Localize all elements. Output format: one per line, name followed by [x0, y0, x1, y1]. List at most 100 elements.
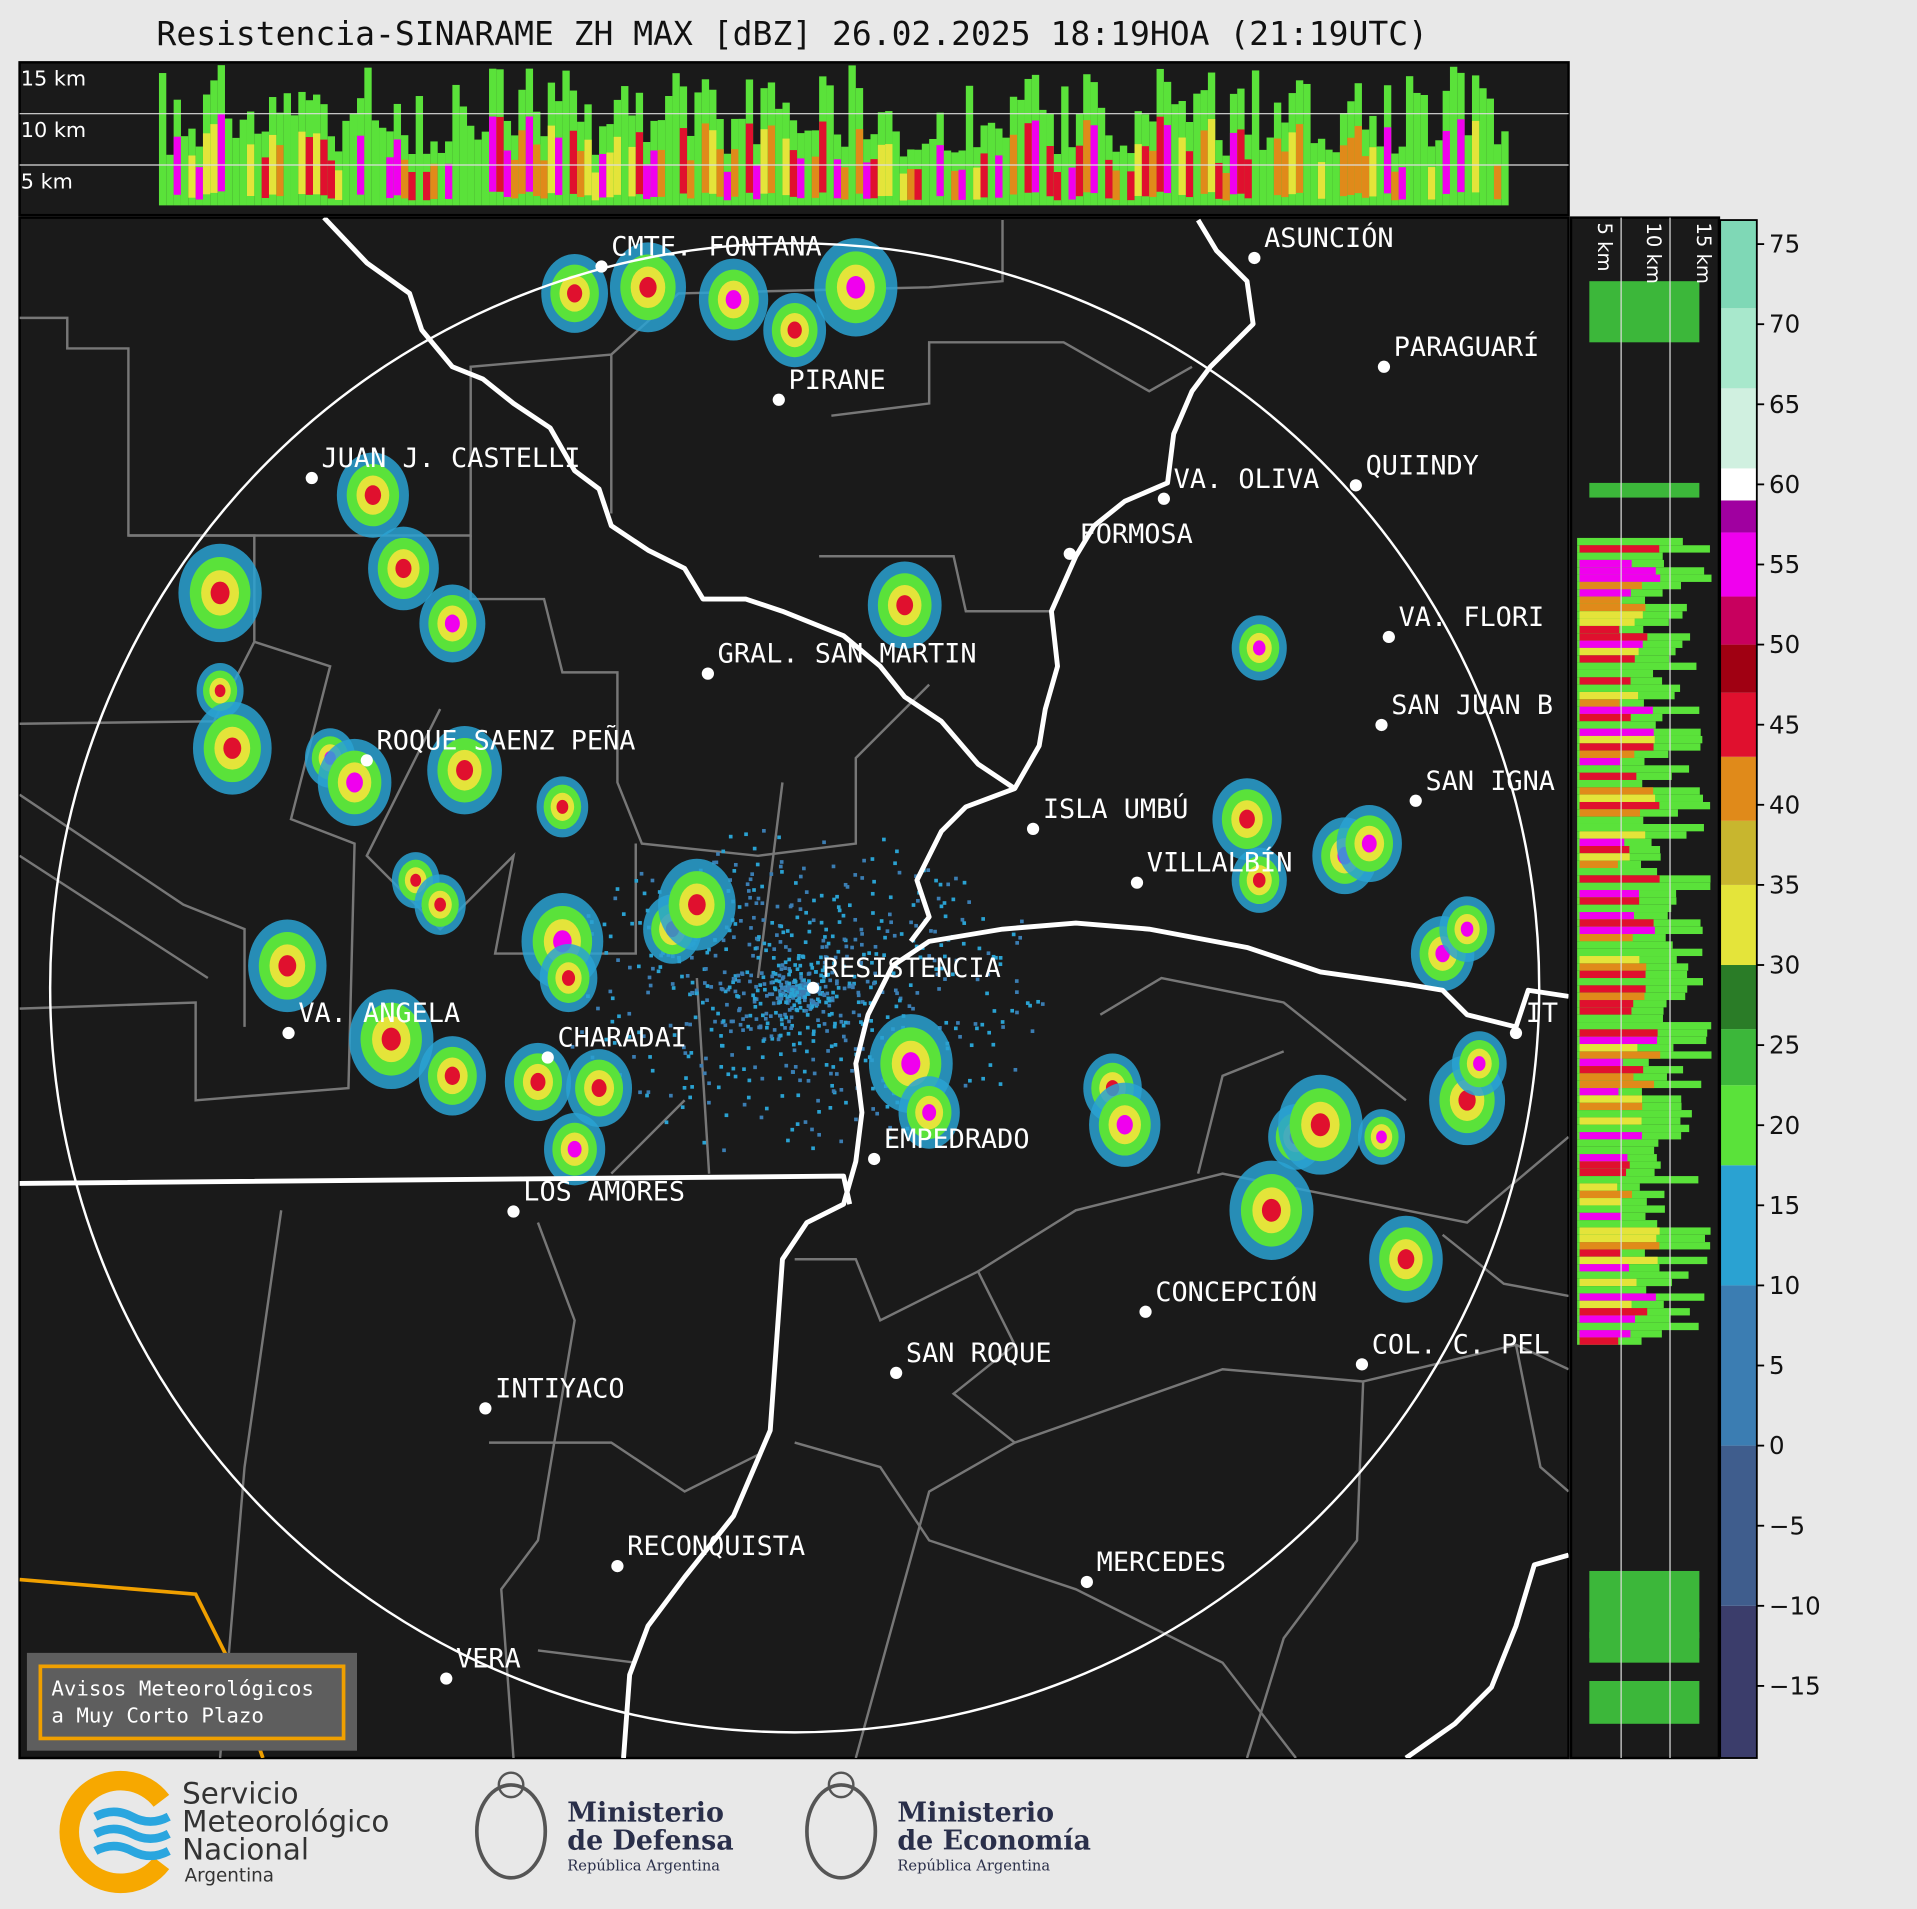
- echo-column: [709, 130, 717, 194]
- clutter: [797, 1000, 802, 1005]
- clutter: [822, 840, 826, 845]
- echo-column: [342, 120, 350, 206]
- clutter: [830, 1011, 834, 1016]
- echo: [223, 737, 242, 759]
- clutter: [784, 1063, 789, 1068]
- clutter: [716, 1085, 721, 1090]
- echo-column: [1075, 145, 1084, 197]
- clutter: [889, 920, 893, 925]
- clutter: [969, 1043, 974, 1048]
- echo-column: [239, 119, 247, 206]
- clutter: [775, 933, 779, 937]
- echo-row: [1579, 772, 1637, 780]
- echo-row: [1579, 934, 1633, 942]
- echo-column: [1383, 127, 1392, 194]
- clutter: [749, 973, 753, 978]
- clutter: [832, 1024, 837, 1029]
- level-label: 5 km: [21, 169, 73, 193]
- clutter: [954, 876, 958, 881]
- echo: [688, 894, 706, 916]
- echo-column: [1119, 145, 1128, 206]
- echo-row: [1579, 1227, 1660, 1235]
- clutter: [780, 1094, 785, 1098]
- clutter: [746, 1095, 751, 1100]
- clutter: [915, 991, 920, 995]
- clutter: [883, 935, 887, 940]
- clutter: [837, 920, 842, 924]
- clutter: [639, 871, 644, 876]
- clutter: [627, 1034, 632, 1039]
- echo-column: [1039, 109, 1047, 206]
- notice-box[interactable]: [26, 1652, 358, 1751]
- color-band: [1720, 1605, 1757, 1759]
- clutter: [728, 834, 733, 839]
- echo-row: [1579, 875, 1660, 883]
- clutter: [898, 998, 902, 1003]
- echo-column: [1398, 167, 1406, 200]
- clutter: [898, 996, 903, 1001]
- color-band: [1720, 1165, 1757, 1286]
- city-dot: [1139, 1305, 1152, 1318]
- echo-row: [1577, 684, 1681, 692]
- tick-label: −15: [1769, 1671, 1821, 1700]
- clutter: [627, 1011, 632, 1016]
- clutter: [742, 1102, 747, 1107]
- echo-column: [1347, 137, 1355, 195]
- clutter: [854, 1117, 858, 1122]
- clutter: [998, 956, 1003, 960]
- clutter: [817, 986, 822, 990]
- clutter: [741, 1017, 745, 1021]
- echo-column: [195, 167, 203, 200]
- clutter: [608, 934, 613, 939]
- clutter: [783, 960, 788, 965]
- clutter: [778, 940, 783, 944]
- clutter: [612, 1041, 617, 1045]
- echo-row: [1579, 1073, 1634, 1081]
- city-dot: [701, 667, 714, 680]
- city-dot: [440, 1672, 453, 1685]
- clutter: [778, 1013, 782, 1018]
- clutter: [771, 1001, 776, 1006]
- echo-column: [577, 151, 585, 198]
- clutter: [761, 918, 766, 922]
- clutter: [802, 978, 806, 983]
- echo-row: [1579, 559, 1632, 568]
- clutter: [835, 894, 839, 899]
- clutter: [688, 1095, 693, 1100]
- echo-column: [1310, 143, 1318, 206]
- echo-column: [1112, 170, 1120, 201]
- clutter: [778, 1033, 783, 1038]
- clutter: [748, 877, 753, 882]
- echo-column: [599, 153, 607, 198]
- city-dot: [1026, 822, 1040, 835]
- echo-column: [1471, 120, 1480, 193]
- tick-label: −10: [1769, 1591, 1821, 1620]
- clutter: [754, 997, 759, 1001]
- clutter: [668, 1023, 673, 1028]
- clutter: [779, 1017, 784, 1022]
- echo-column: [1171, 104, 1179, 206]
- level-label: 10 km: [1642, 223, 1665, 284]
- clutter: [596, 1006, 600, 1011]
- clutter: [811, 918, 816, 923]
- echo-column: [1090, 125, 1098, 194]
- clutter: [790, 1006, 794, 1011]
- echo-column: [210, 124, 218, 193]
- clutter: [750, 872, 755, 876]
- clutter: [645, 908, 650, 913]
- clutter: [740, 972, 745, 976]
- echo-column: [951, 170, 959, 201]
- clutter: [770, 920, 775, 925]
- echo-column: [899, 173, 908, 201]
- city-dot: [1409, 794, 1422, 807]
- echo-column: [694, 92, 702, 206]
- clutter: [746, 1024, 751, 1029]
- clutter: [848, 903, 852, 908]
- clutter: [790, 987, 794, 992]
- clutter: [814, 970, 818, 974]
- clutter: [776, 1037, 781, 1042]
- clutter: [795, 1008, 800, 1013]
- clutter: [778, 1000, 783, 1004]
- clutter: [874, 952, 879, 956]
- clutter: [1040, 1002, 1045, 1006]
